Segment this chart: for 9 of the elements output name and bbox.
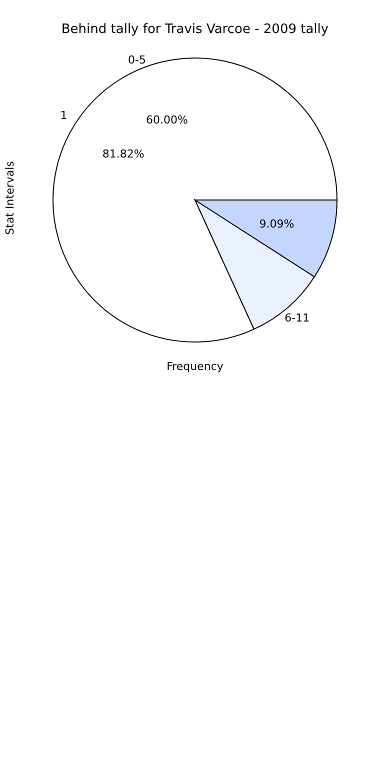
- text: 60.00%: [146, 114, 188, 126]
- text: Frequency: [166, 360, 224, 373]
- slice-label: 1: [60, 109, 68, 122]
- data-label: 81.82%: [102, 147, 144, 160]
- data-label: 9.09%: [259, 218, 294, 230]
- chart-title: Behind tally for Travis Varcoe - 2009 tally: [60, 22, 330, 37]
- slice-label: 6-11: [284, 311, 310, 324]
- text: Stat Intervals: [4, 161, 16, 235]
- text: 0-5: [128, 54, 146, 66]
